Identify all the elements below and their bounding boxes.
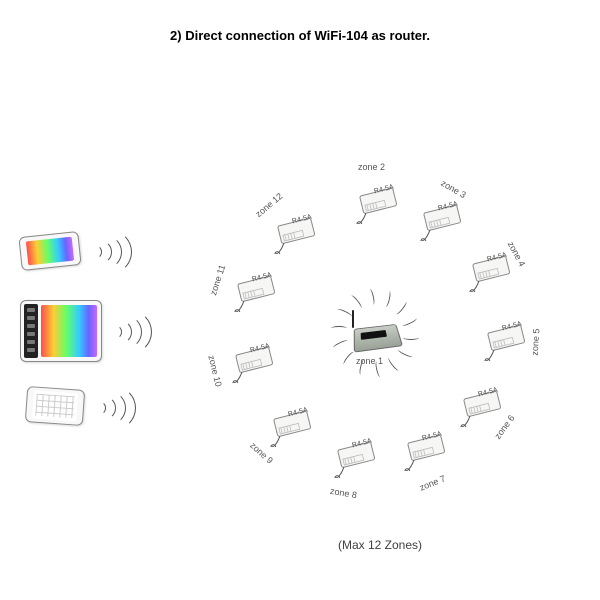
- zone-label: zone 11: [208, 264, 227, 297]
- zone-receiver: R4-5A: [478, 321, 534, 361]
- zone-label: zone 7: [419, 473, 448, 492]
- zone-receiver: R4-5A: [463, 252, 519, 292]
- tablet-sidebar-icon: [24, 304, 38, 358]
- zone-receiver: R4-5A: [226, 343, 282, 383]
- keypad-grid-icon: [32, 390, 78, 421]
- zone-label: zone 10: [206, 354, 223, 387]
- antenna-icon: [352, 310, 354, 328]
- zone-receiver: R4-5A: [328, 438, 384, 478]
- zone-receiver: R4-5A: [398, 431, 454, 471]
- wifi-104-router: [348, 316, 404, 352]
- zone-label: zone 2: [358, 162, 385, 172]
- diagram-title: 2) Direct connection of WiFi-104 as rout…: [0, 28, 600, 43]
- zone-receiver: R4-5A: [350, 184, 406, 224]
- zone-receiver: R4-5A: [264, 407, 320, 447]
- wifi-waves-icon: [86, 236, 126, 266]
- zone-label: zone 8: [329, 485, 357, 500]
- zone-label: zone 5: [529, 329, 541, 357]
- wifi-waves-icon: [106, 316, 146, 346]
- zone-receiver: R4-5A: [414, 201, 470, 241]
- phone-device: [18, 231, 81, 271]
- remote-device: [25, 386, 85, 426]
- zone-label: zone 3: [439, 178, 467, 200]
- rainbow-screen-icon: [26, 237, 74, 266]
- wifi-waves-icon: [90, 392, 130, 422]
- zone-receiver: R4-5A: [268, 214, 324, 254]
- rainbow-screen-icon: [41, 305, 97, 357]
- hub-zone-label: zone 1: [356, 356, 383, 366]
- tablet-device: [20, 300, 102, 362]
- diagram-canvas: 2) Direct connection of WiFi-104 as rout…: [0, 0, 600, 600]
- diagram-caption: (Max 12 Zones): [200, 538, 560, 552]
- router-body-icon: [354, 324, 403, 353]
- zone-receiver: R4-5A: [228, 272, 284, 312]
